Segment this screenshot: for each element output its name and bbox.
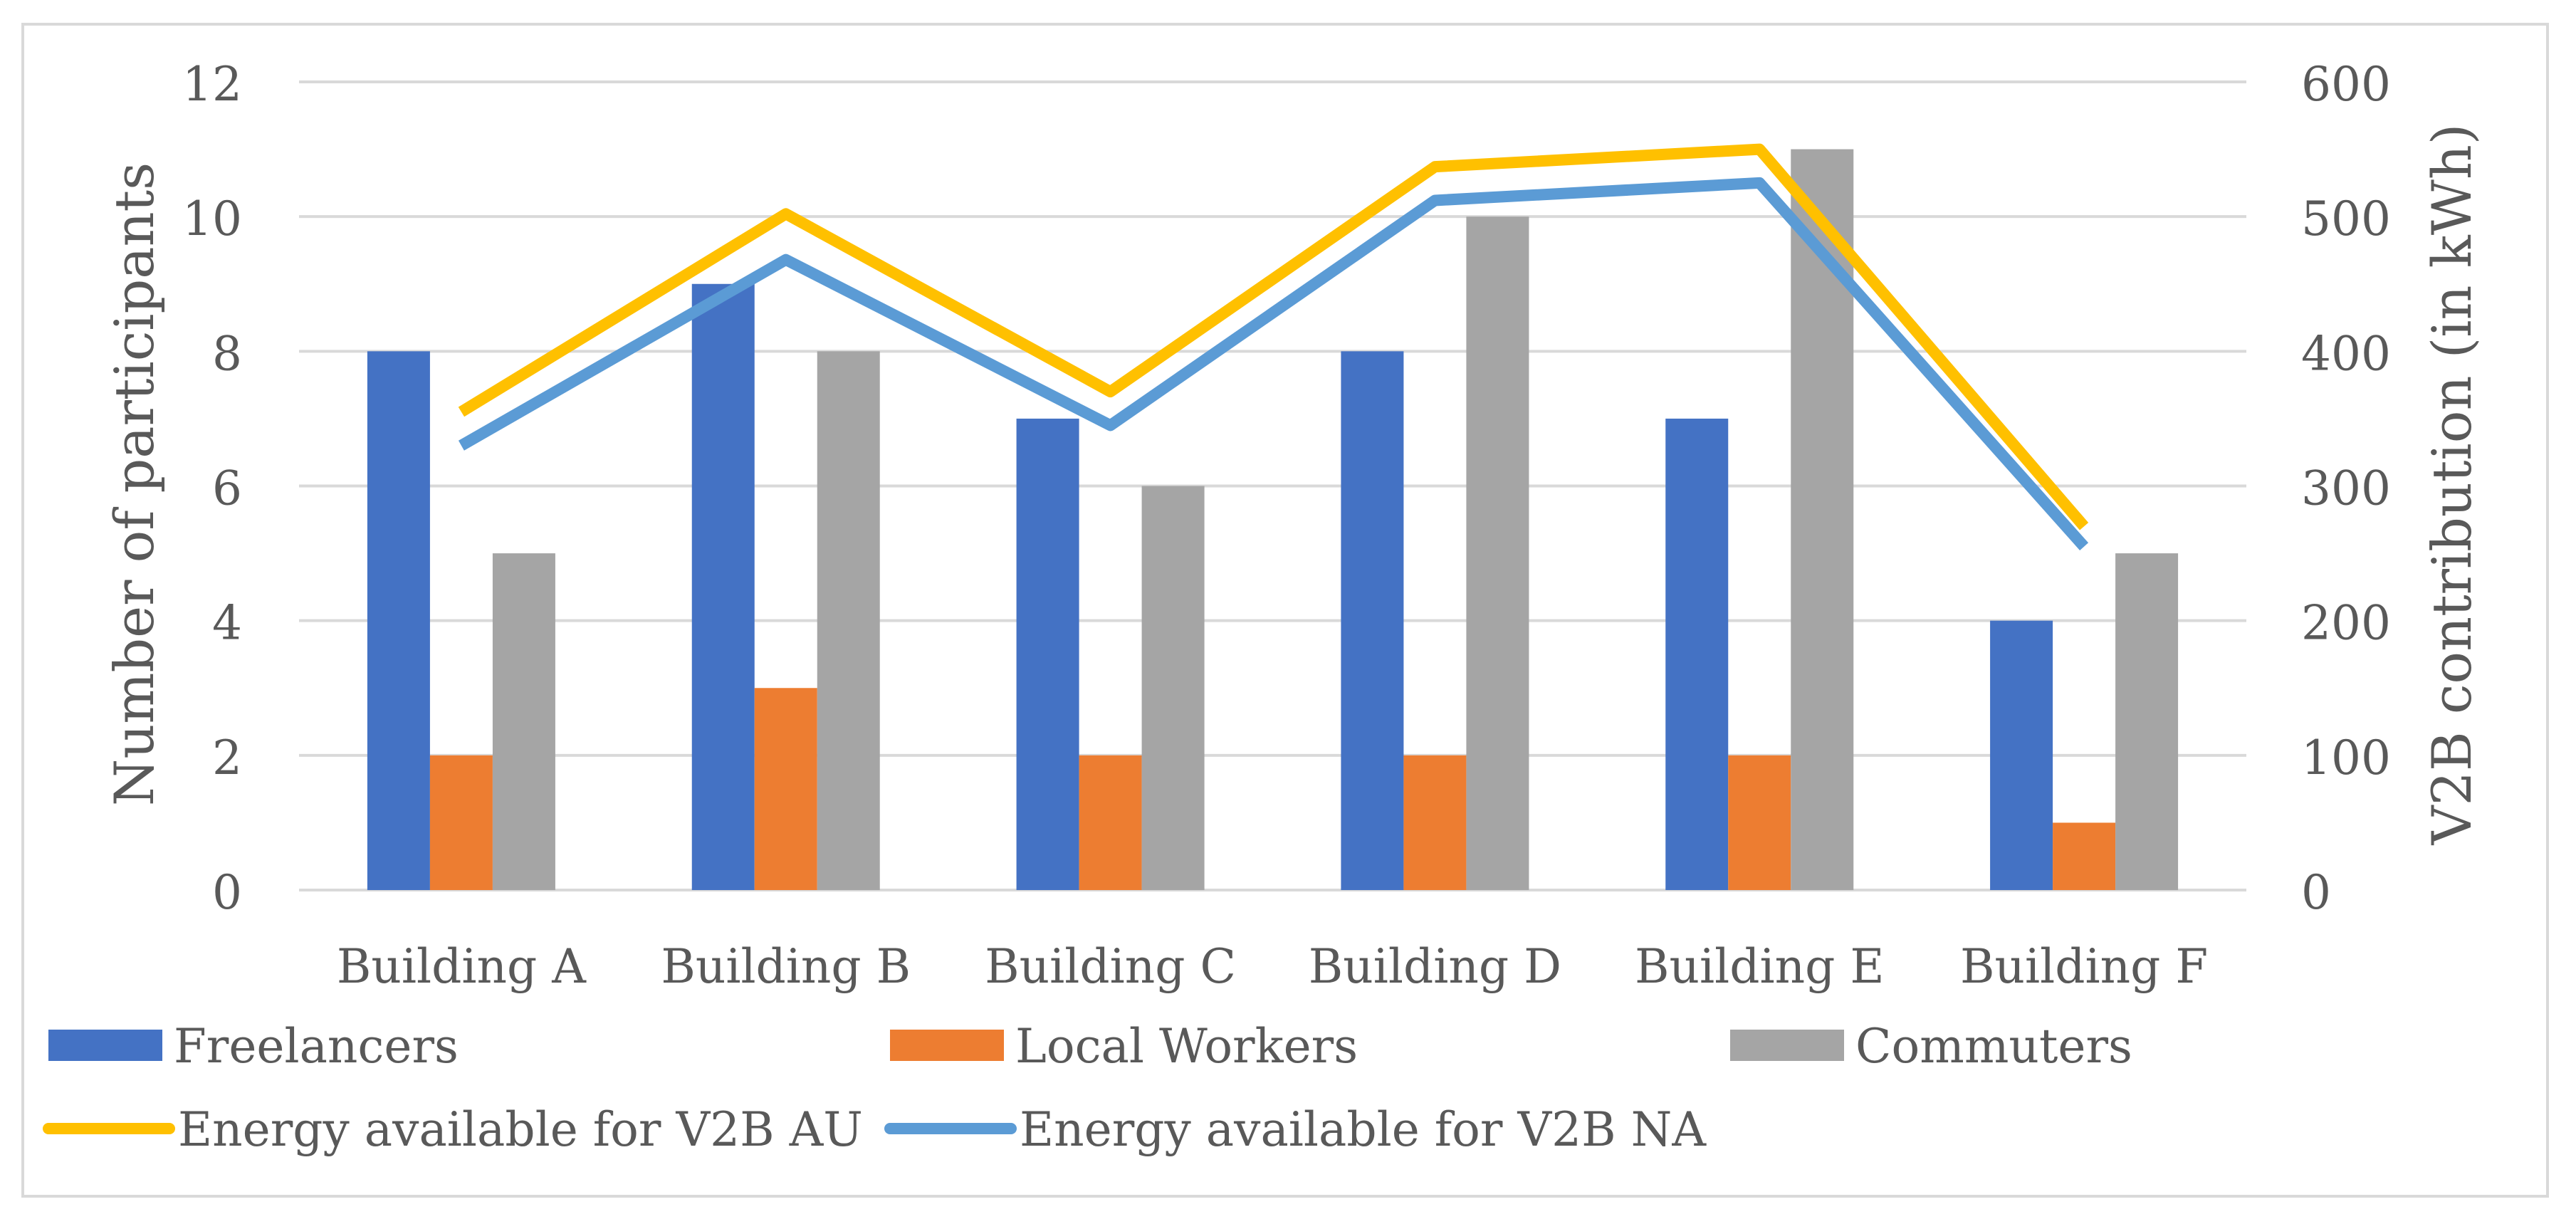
- bar-freelancers: [1665, 418, 1729, 890]
- x-tick-label: Building F: [1960, 939, 2208, 994]
- legend-label-energy-available-for-v2b-au: Energy available for V2B AU: [178, 1102, 863, 1157]
- bar-commuters: [492, 553, 555, 890]
- y-tick-label: 12: [182, 57, 242, 112]
- bar-freelancers: [691, 283, 755, 890]
- y2-tick-label: 400: [2301, 326, 2391, 381]
- bar-local-workers: [1079, 755, 1142, 890]
- y2-tick-label: 0: [2301, 865, 2331, 920]
- line-series: [458, 143, 2089, 550]
- bar-commuters: [817, 351, 880, 890]
- bar-local-workers: [1403, 755, 1467, 890]
- bar-freelancers: [1016, 418, 1079, 890]
- bar-commuters: [1466, 216, 1529, 891]
- y-tick-label: 6: [212, 461, 242, 516]
- y-tick-label: 2: [212, 731, 242, 785]
- y-tick-label: 4: [212, 596, 242, 651]
- bar-freelancers: [367, 351, 430, 890]
- category-axis-labels: Building A Building B Building C Building D…: [337, 939, 2208, 994]
- x-tick-label: Building B: [661, 939, 911, 994]
- right-axis-ticks: 0 100 200 300 400 500 600: [2301, 57, 2391, 920]
- legend-label-commuters: Commuters: [1855, 1019, 2132, 1074]
- y-tick-label: 10: [182, 192, 242, 246]
- y-tick-label: 8: [212, 326, 242, 381]
- x-tick-label: Building C: [985, 939, 1236, 994]
- bar-commuters: [2115, 553, 2179, 890]
- x-tick-label: Building E: [1635, 939, 1885, 994]
- line-energy-available-for-v2b-au: [458, 143, 2089, 530]
- bar-freelancers: [1990, 620, 2053, 890]
- bar-local-workers: [754, 688, 817, 890]
- x-tick-label: Building A: [337, 939, 587, 994]
- right-axis-title: V2B contribution (in kWh): [2420, 124, 2483, 846]
- y-tick-label: 0: [212, 865, 242, 920]
- left-axis-title: Number of participants: [103, 162, 166, 806]
- bar-local-workers: [1728, 755, 1791, 890]
- y2-tick-label: 300: [2301, 461, 2391, 516]
- bar-series: [367, 149, 2179, 891]
- legend-label-freelancers: Freelancers: [174, 1019, 459, 1074]
- legend-label-energy-available-for-v2b-na: Energy available for V2B NA: [1020, 1102, 1707, 1157]
- y2-tick-label: 200: [2301, 596, 2391, 651]
- bar-freelancers: [1341, 351, 1404, 890]
- left-axis-ticks: 0 2 4 6 8 10 12: [182, 57, 242, 920]
- legend-swatch-freelancers: [48, 1030, 162, 1061]
- legend: Freelancers Local Workers Commuters Energy …: [43, 1019, 2132, 1157]
- legend-swatch-commuters: [1730, 1030, 1844, 1061]
- y2-tick-label: 100: [2301, 731, 2391, 785]
- legend-label-local-workers: Local Workers: [1015, 1019, 1358, 1074]
- x-tick-label: Building D: [1309, 939, 1561, 994]
- legend-swatch-local-workers: [890, 1030, 1004, 1061]
- y2-tick-label: 600: [2301, 57, 2391, 112]
- bar-commuters: [1141, 486, 1205, 890]
- y2-tick-label: 500: [2301, 192, 2391, 246]
- line-energy-available-for-v2b-na: [458, 177, 2089, 550]
- bar-local-workers: [429, 755, 493, 890]
- gridlines: [299, 80, 2246, 891]
- bar-local-workers: [2053, 822, 2116, 890]
